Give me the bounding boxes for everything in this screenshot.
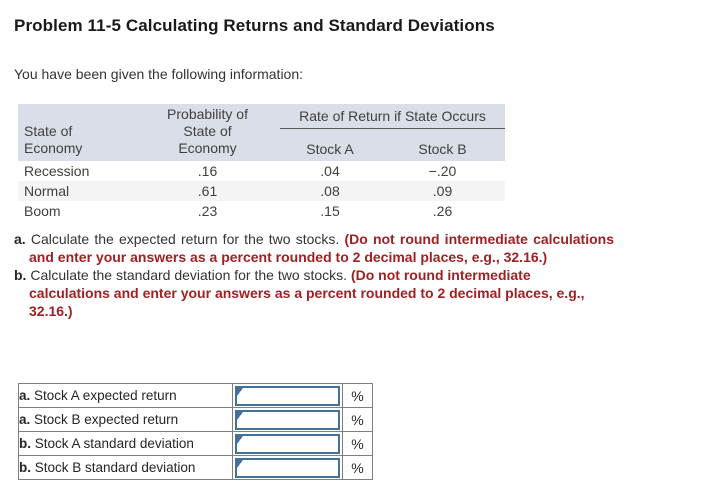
instruction-b-text: Calculate the standard deviation for the… — [30, 267, 348, 283]
header-rate-of-return: Rate of Return if State Occurs — [280, 104, 505, 129]
answer-input-cell — [232, 407, 343, 432]
answer-label-stock-b-expected-return: a. Stock B expected return — [18, 407, 233, 432]
header-stock-b: Stock B — [380, 128, 505, 161]
instruction-b-emphasis: (Do not round intermediate calculations … — [29, 267, 585, 319]
table-row: Recession .16 .04 −.20 — [18, 161, 505, 181]
cell-probability: .23 — [197, 203, 218, 219]
cell-comment-marker-icon — [237, 435, 243, 444]
answer-input-cell — [232, 383, 343, 408]
cell-state: Recession — [24, 163, 90, 179]
cell-stock-a: .08 — [280, 181, 380, 201]
instruction-a-label: a. — [14, 231, 26, 247]
cell-comment-marker-icon — [237, 387, 243, 396]
cell-probability: .61 — [135, 181, 280, 201]
stock-b-expected-return-input[interactable] — [237, 411, 338, 428]
table-row: Boom .23 .15 .26 — [18, 201, 505, 221]
answer-row: a. Stock B expected return % — [18, 407, 373, 432]
answer-row: b. Stock A standard deviation % — [18, 431, 373, 456]
cell-state: Boom — [24, 203, 61, 219]
cell-comment-marker-icon — [237, 459, 243, 468]
instruction-a: a. Calculate the expected return for the… — [14, 230, 614, 266]
answer-row: a. Stock A expected return % — [18, 383, 373, 408]
cell-probability: .16 — [197, 163, 218, 179]
cell-stock-b: −.20 — [428, 163, 457, 179]
answer-label-stock-a-standard-deviation: b. Stock A standard deviation — [18, 431, 233, 456]
header-stock-a: Stock A — [280, 128, 380, 161]
cell-comment-marker-icon — [237, 411, 243, 420]
cell-stock-a: .15 — [320, 203, 340, 219]
answer-label-stock-a-expected-return: a. Stock A expected return — [18, 383, 233, 408]
instruction-b-label: b. — [14, 267, 27, 283]
answer-input-cell — [232, 455, 343, 480]
cell-stock-b: .09 — [380, 181, 505, 201]
cell-stock-b: .26 — [432, 203, 453, 219]
stock-b-expected-return-input-box — [235, 409, 340, 430]
header-state-of-economy: State of Economy — [18, 104, 135, 161]
answer-label-stock-b-standard-deviation: b. Stock B standard deviation — [18, 455, 233, 480]
percent-unit: % — [342, 455, 373, 480]
stock-b-standard-deviation-input-box — [235, 457, 340, 478]
instruction-a-emphasis: (Do not round intermediate calculations … — [29, 231, 614, 265]
page-title: Problem 11-5 Calculating Returns and Sta… — [14, 16, 495, 35]
answer-table: a. Stock A expected return % a. Stock B … — [18, 383, 373, 480]
stock-a-standard-deviation-input-box — [235, 433, 340, 454]
cell-state: Normal — [18, 181, 135, 201]
answer-input-cell — [232, 431, 343, 456]
answer-row: b. Stock B standard deviation % — [18, 455, 373, 480]
stock-a-expected-return-input-box — [235, 385, 340, 406]
percent-unit: % — [342, 407, 373, 432]
instructions: a. Calculate the expected return for the… — [14, 230, 614, 320]
intro-text: You have been given the following inform… — [14, 66, 304, 82]
instruction-a-text: Calculate the expected return for the tw… — [30, 231, 340, 247]
stock-a-standard-deviation-input[interactable] — [237, 435, 338, 452]
stock-a-expected-return-input[interactable] — [237, 387, 338, 404]
information-table: State of Economy Probability of State of… — [18, 104, 505, 221]
table-row: Normal .61 .08 .09 — [18, 181, 505, 201]
header-probability: Probability of State of Economy — [135, 104, 280, 161]
instruction-b: b. Calculate the standard deviation for … — [14, 266, 614, 320]
cell-stock-a: .04 — [320, 163, 340, 179]
percent-unit: % — [342, 383, 373, 408]
stock-b-standard-deviation-input[interactable] — [237, 459, 338, 476]
percent-unit: % — [342, 431, 373, 456]
